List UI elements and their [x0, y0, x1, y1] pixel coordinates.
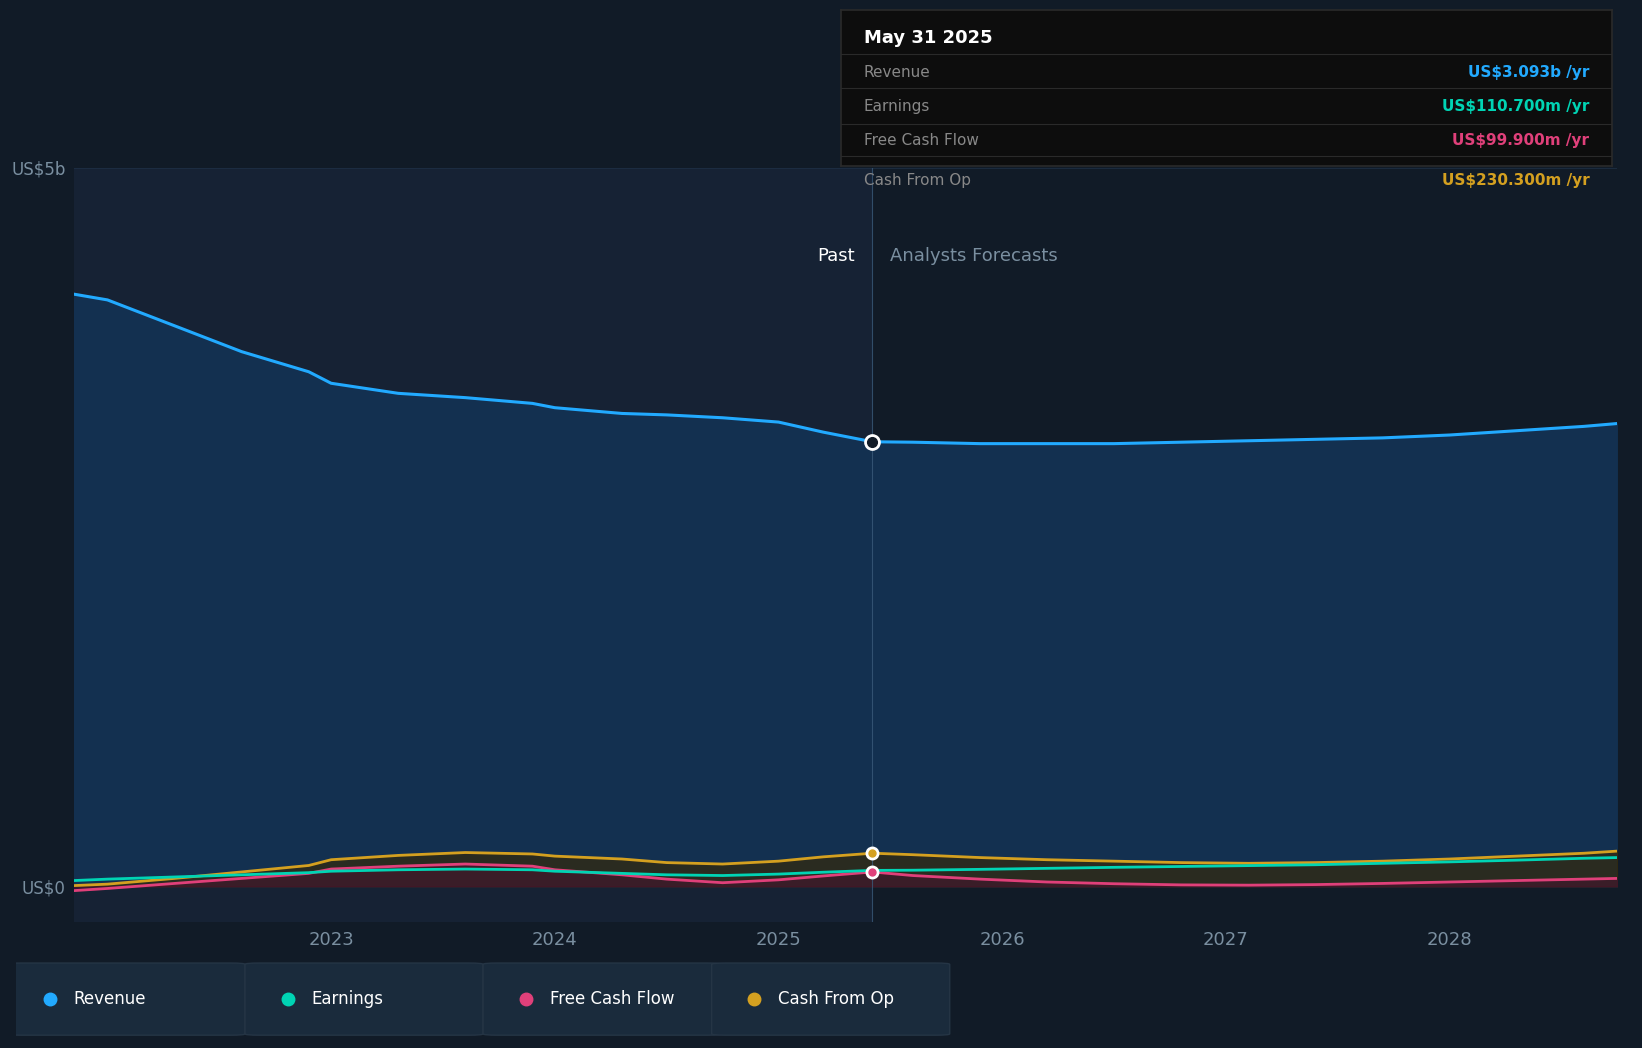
- Bar: [872, 168, 1617, 922]
- Text: Free Cash Flow: Free Cash Flow: [864, 133, 979, 148]
- Text: Past: Past: [818, 246, 854, 265]
- Text: Free Cash Flow: Free Cash Flow: [550, 990, 675, 1008]
- Text: US$99.900m /yr: US$99.900m /yr: [1452, 133, 1589, 148]
- Text: May 31 2025: May 31 2025: [864, 29, 992, 47]
- Text: Cash From Op: Cash From Op: [778, 990, 895, 1008]
- Text: Analysts Forecasts: Analysts Forecasts: [890, 246, 1057, 265]
- Text: Cash From Op: Cash From Op: [864, 173, 970, 189]
- Text: Earnings: Earnings: [864, 99, 931, 114]
- Text: US$110.700m /yr: US$110.700m /yr: [1442, 99, 1589, 114]
- Text: Revenue: Revenue: [864, 65, 931, 80]
- FancyBboxPatch shape: [711, 963, 949, 1035]
- Bar: [74, 168, 872, 922]
- Text: US$230.300m /yr: US$230.300m /yr: [1442, 173, 1589, 189]
- Text: Earnings: Earnings: [312, 990, 384, 1008]
- Text: Revenue: Revenue: [74, 990, 146, 1008]
- FancyBboxPatch shape: [7, 963, 245, 1035]
- Text: US$3.093b /yr: US$3.093b /yr: [1468, 65, 1589, 80]
- FancyBboxPatch shape: [483, 963, 721, 1035]
- FancyBboxPatch shape: [245, 963, 483, 1035]
